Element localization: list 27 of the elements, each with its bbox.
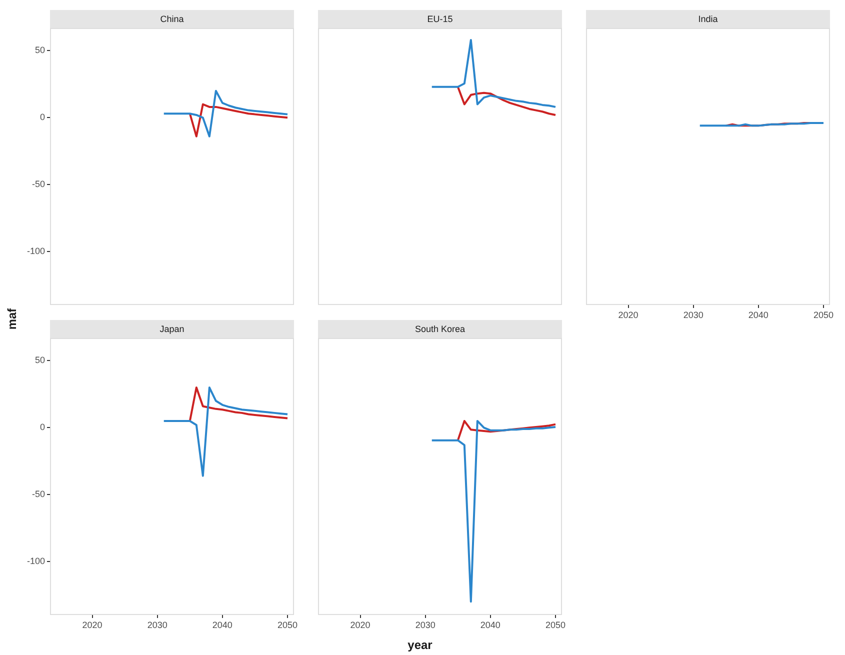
- chart-title: China: [50, 10, 294, 28]
- chart-title: India: [586, 10, 830, 28]
- x-tick-label: 2040: [212, 620, 232, 630]
- chart-title: South Korea: [318, 320, 562, 338]
- x-tick-label: 2030: [147, 620, 168, 630]
- x-tick-label: 2040: [748, 310, 768, 320]
- x-tick-label: 2020: [618, 310, 638, 320]
- x-tick-label: 2050: [813, 310, 834, 320]
- y-tick-label: -100: [26, 556, 45, 566]
- x-axis-title: year: [406, 638, 434, 652]
- y-tick-label: -50: [32, 489, 45, 500]
- x-tick-label: 2020: [82, 620, 102, 630]
- chart-title: EU-15: [318, 10, 562, 28]
- y-tick-label: 50: [34, 45, 45, 56]
- y-tick-label: -100: [26, 246, 45, 256]
- x-tick-label: 2050: [545, 620, 566, 630]
- x-tick-label: 2020: [350, 620, 370, 630]
- y-tick-label: -50: [32, 179, 45, 190]
- x-tick-label: 2030: [415, 620, 436, 630]
- y-tick-label: 0: [40, 112, 45, 122]
- y-tick-label: 0: [40, 422, 45, 432]
- chart-title: Japan: [50, 320, 294, 338]
- x-tick-label: 2030: [683, 310, 704, 320]
- y-axis-title: maf: [5, 307, 19, 332]
- x-tick-label: 2050: [277, 620, 298, 630]
- y-tick-label: 50: [34, 355, 45, 366]
- x-tick-label: 2040: [480, 620, 500, 630]
